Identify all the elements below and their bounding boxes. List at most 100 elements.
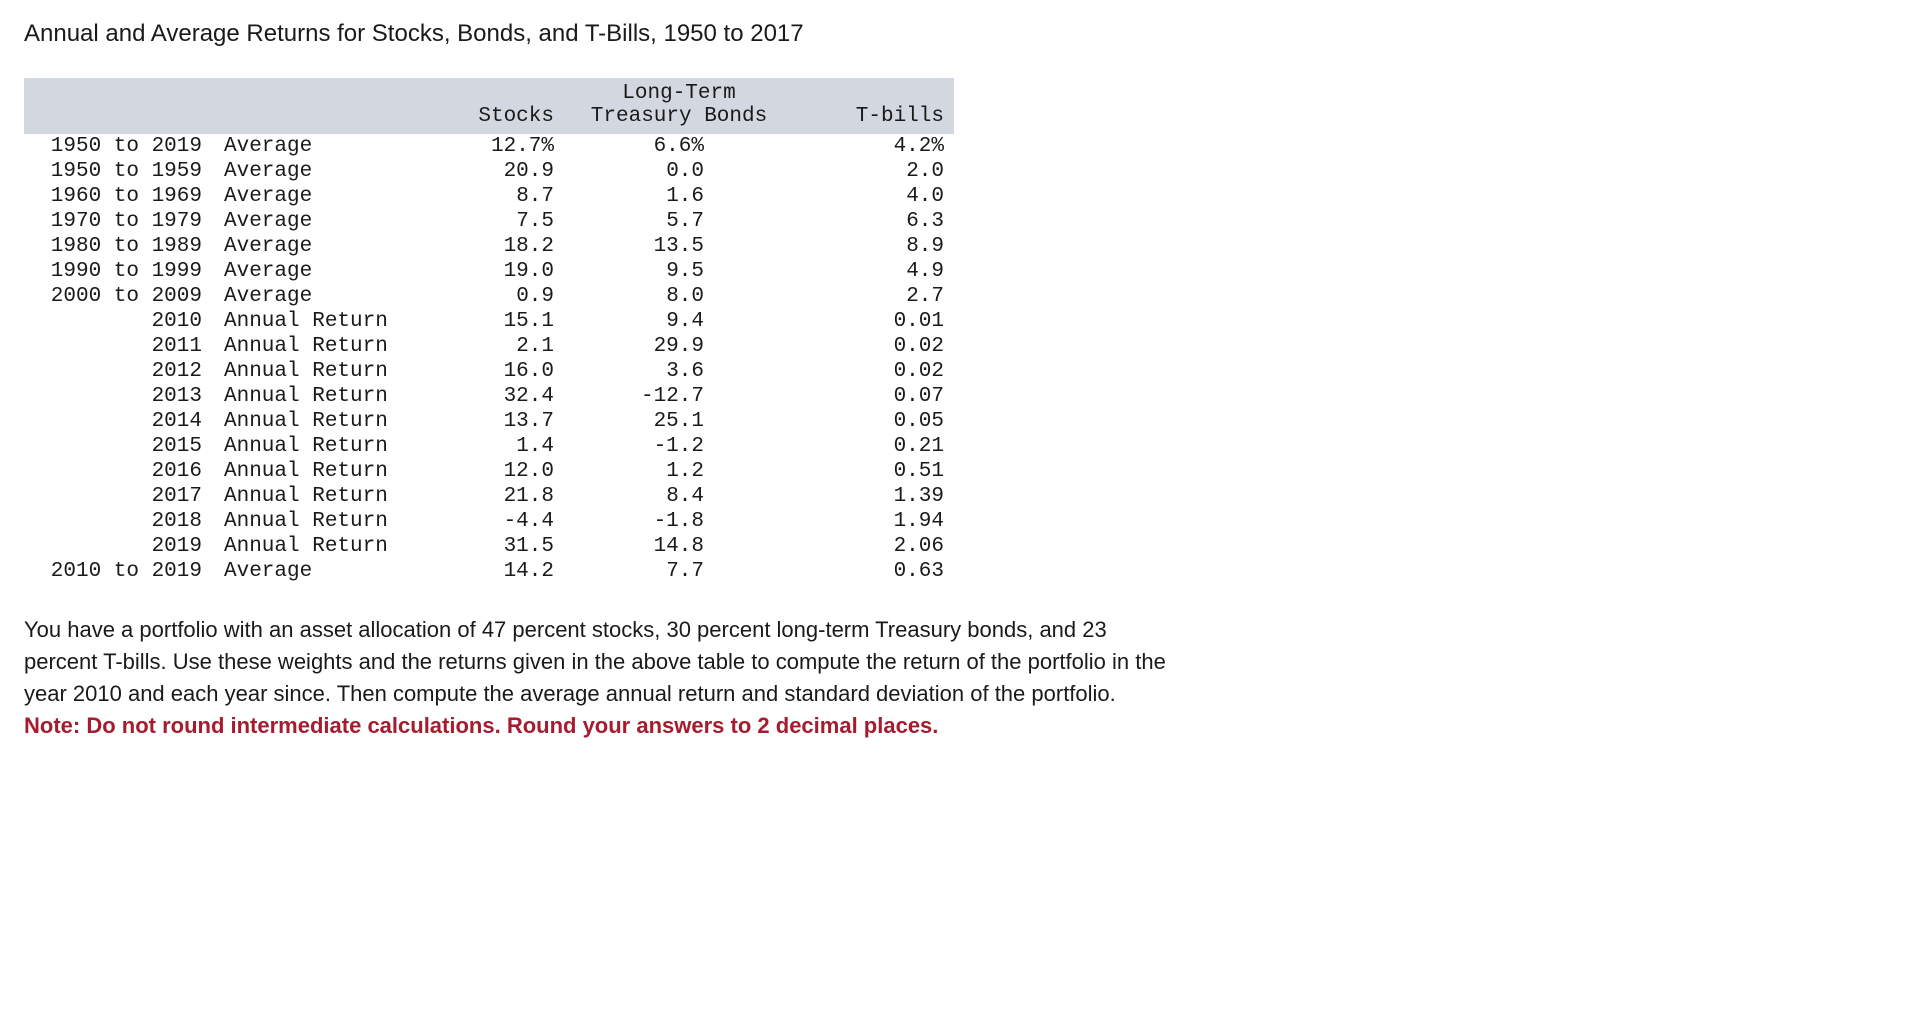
col-header-bonds: Long-TermTreasury Bonds [564, 78, 794, 134]
table-row: 2018Annual Return-4.4-1.81.94 [24, 509, 954, 534]
cell-year: 2016 [24, 459, 214, 484]
cell-tbills: 0.02 [794, 334, 954, 359]
cell-tbills: 2.06 [794, 534, 954, 559]
cell-type: Annual Return [214, 434, 434, 459]
cell-tbills: 0.02 [794, 359, 954, 384]
cell-bonds: 9.5 [564, 259, 794, 284]
cell-stocks: 20.9 [434, 159, 564, 184]
cell-type: Average [214, 184, 434, 209]
cell-stocks: 0.9 [434, 284, 564, 309]
note-text: Note: Do not round intermediate calculat… [24, 710, 1902, 742]
cell-tbills: 0.05 [794, 409, 954, 434]
cell-bonds: 25.1 [564, 409, 794, 434]
cell-tbills: 8.9 [794, 234, 954, 259]
cell-year: 1990 to 1999 [24, 259, 214, 284]
cell-year: 2018 [24, 509, 214, 534]
cell-stocks: 32.4 [434, 384, 564, 409]
cell-stocks: 1.4 [434, 434, 564, 459]
cell-tbills: 0.21 [794, 434, 954, 459]
cell-stocks: 16.0 [434, 359, 564, 384]
cell-type: Average [214, 284, 434, 309]
cell-year: 2013 [24, 384, 214, 409]
cell-type: Average [214, 159, 434, 184]
cell-type: Average [214, 234, 434, 259]
cell-bonds: -12.7 [564, 384, 794, 409]
cell-year: 2011 [24, 334, 214, 359]
cell-stocks: 19.0 [434, 259, 564, 284]
cell-type: Annual Return [214, 384, 434, 409]
cell-bonds: 5.7 [564, 209, 794, 234]
cell-stocks: 2.1 [434, 334, 564, 359]
cell-bonds: 29.9 [564, 334, 794, 359]
cell-stocks: -4.4 [434, 509, 564, 534]
col-header-type [214, 78, 434, 134]
cell-year: 2010 [24, 309, 214, 334]
cell-bonds: 14.8 [564, 534, 794, 559]
cell-year: 2010 to 2019 [24, 559, 214, 584]
table-row: 2010Annual Return15.19.40.01 [24, 309, 954, 334]
cell-type: Average [214, 209, 434, 234]
cell-year: 1950 to 2019 [24, 134, 214, 159]
table-row: 1950 to 2019Average12.7%6.6%4.2% [24, 134, 954, 159]
cell-type: Annual Return [214, 534, 434, 559]
cell-year: 2000 to 2009 [24, 284, 214, 309]
cell-stocks: 12.7% [434, 134, 564, 159]
col-header-stocks: Stocks [434, 78, 564, 134]
question-text: You have a portfolio with an asset alloc… [24, 614, 1184, 710]
cell-type: Annual Return [214, 409, 434, 434]
cell-stocks: 21.8 [434, 484, 564, 509]
table-row: 1950 to 1959Average20.90.02.0 [24, 159, 954, 184]
table-row: 2010 to 2019Average14.27.70.63 [24, 559, 954, 584]
cell-tbills: 2.0 [794, 159, 954, 184]
cell-bonds: 13.5 [564, 234, 794, 259]
table-row: 1960 to 1969Average8.71.64.0 [24, 184, 954, 209]
cell-tbills: 1.39 [794, 484, 954, 509]
cell-stocks: 15.1 [434, 309, 564, 334]
cell-stocks: 13.7 [434, 409, 564, 434]
cell-bonds: -1.8 [564, 509, 794, 534]
cell-stocks: 12.0 [434, 459, 564, 484]
cell-tbills: 4.9 [794, 259, 954, 284]
cell-tbills: 4.0 [794, 184, 954, 209]
col-header-year [24, 78, 214, 134]
cell-year: 2012 [24, 359, 214, 384]
table-header-row: Stocks Long-TermTreasury Bonds T-bills [24, 78, 954, 134]
cell-bonds: 1.2 [564, 459, 794, 484]
cell-stocks: 31.5 [434, 534, 564, 559]
cell-bonds: 9.4 [564, 309, 794, 334]
cell-type: Annual Return [214, 309, 434, 334]
cell-stocks: 7.5 [434, 209, 564, 234]
cell-tbills: 6.3 [794, 209, 954, 234]
cell-year: 2014 [24, 409, 214, 434]
cell-bonds: 7.7 [564, 559, 794, 584]
cell-year: 2015 [24, 434, 214, 459]
cell-bonds: 3.6 [564, 359, 794, 384]
table-row: 2019Annual Return31.514.82.06 [24, 534, 954, 559]
cell-tbills: 0.07 [794, 384, 954, 409]
cell-type: Average [214, 134, 434, 159]
table-row: 2017Annual Return21.88.41.39 [24, 484, 954, 509]
cell-type: Annual Return [214, 509, 434, 534]
table-row: 1970 to 1979Average7.55.76.3 [24, 209, 954, 234]
cell-year: 2017 [24, 484, 214, 509]
table-row: 2016Annual Return12.01.20.51 [24, 459, 954, 484]
table-row: 1980 to 1989Average18.213.58.9 [24, 234, 954, 259]
cell-bonds: -1.2 [564, 434, 794, 459]
cell-year: 1960 to 1969 [24, 184, 214, 209]
table-row: 2014Annual Return13.725.10.05 [24, 409, 954, 434]
cell-bonds: 1.6 [564, 184, 794, 209]
table-row: 2000 to 2009Average0.98.02.7 [24, 284, 954, 309]
cell-year: 2019 [24, 534, 214, 559]
cell-type: Annual Return [214, 359, 434, 384]
table-row: 2012Annual Return16.03.60.02 [24, 359, 954, 384]
cell-tbills: 2.7 [794, 284, 954, 309]
cell-type: Annual Return [214, 484, 434, 509]
cell-bonds: 8.4 [564, 484, 794, 509]
cell-stocks: 14.2 [434, 559, 564, 584]
cell-type: Average [214, 259, 434, 284]
cell-bonds: 6.6% [564, 134, 794, 159]
cell-tbills: 0.63 [794, 559, 954, 584]
cell-type: Annual Return [214, 334, 434, 359]
cell-year: 1970 to 1979 [24, 209, 214, 234]
cell-stocks: 8.7 [434, 184, 564, 209]
